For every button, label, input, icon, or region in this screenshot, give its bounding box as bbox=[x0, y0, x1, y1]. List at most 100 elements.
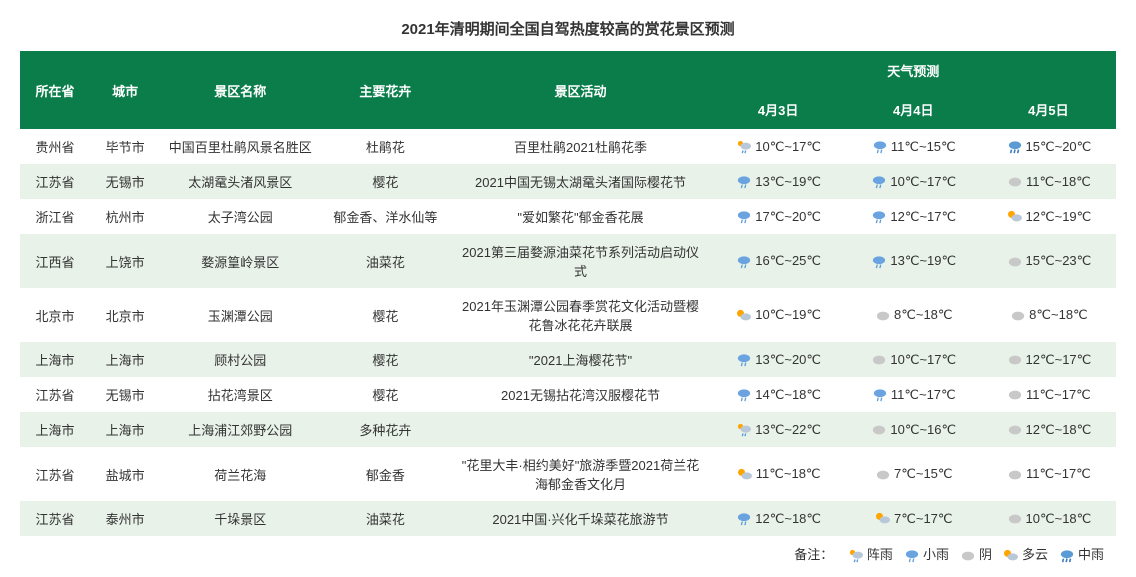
temp-text: 14℃~18℃ bbox=[755, 387, 821, 402]
cell-weather-day2: 10℃~17℃ bbox=[846, 342, 981, 377]
temp-text: 12℃~18℃ bbox=[1026, 422, 1092, 437]
cell-province: 江苏省 bbox=[20, 447, 90, 501]
cell-weather-day3: 8℃~18℃ bbox=[981, 288, 1116, 342]
cell-city: 杭州市 bbox=[90, 199, 160, 234]
temp-text: 17℃~20℃ bbox=[755, 209, 821, 224]
col-city: 城市 bbox=[90, 51, 160, 129]
cell-activity: 2021年玉渊潭公园春季赏花文化活动暨樱花鲁冰花花卉联展 bbox=[450, 288, 710, 342]
cell-city: 盐城市 bbox=[90, 447, 160, 501]
col-flower: 主要花卉 bbox=[320, 51, 450, 129]
cell-weather-day3: 12℃~17℃ bbox=[981, 342, 1116, 377]
temp-text: 13℃~19℃ bbox=[755, 174, 821, 189]
cell-flower: 杜鹃花 bbox=[320, 129, 450, 164]
cell-flower: 油菜花 bbox=[320, 501, 450, 536]
temp-text: 10℃~17℃ bbox=[755, 139, 821, 154]
temp-text: 11℃~15℃ bbox=[891, 139, 956, 154]
cell-weather-day2: 8℃~18℃ bbox=[846, 288, 981, 342]
cell-scenic: 顾村公园 bbox=[160, 342, 320, 377]
cell-scenic: 太湖鼋头渚风景区 bbox=[160, 164, 320, 199]
cell-flower: 樱花 bbox=[320, 288, 450, 342]
cell-weather-day3: 11℃~18℃ bbox=[981, 164, 1116, 199]
cell-province: 贵州省 bbox=[20, 129, 90, 164]
cell-weather-day2: 11℃~15℃ bbox=[846, 129, 981, 164]
cell-flower: 郁金香、洋水仙等 bbox=[320, 199, 450, 234]
cell-flower: 樱花 bbox=[320, 342, 450, 377]
col-day1: 4月3日 bbox=[711, 90, 846, 129]
cell-weather-day2: 10℃~16℃ bbox=[846, 412, 981, 447]
forecast-table: 所在省 城市 景区名称 主要花卉 景区活动 天气预测 4月3日 4月4日 4月5… bbox=[20, 51, 1116, 536]
cell-province: 江苏省 bbox=[20, 164, 90, 199]
cell-city: 上海市 bbox=[90, 412, 160, 447]
col-scenic: 景区名称 bbox=[160, 51, 320, 129]
cell-activity: 2021第三届婺源油菜花节系列活动启动仪式 bbox=[450, 234, 710, 288]
cell-weather-day3: 11℃~17℃ bbox=[981, 447, 1116, 501]
temp-text: 11℃~17℃ bbox=[891, 387, 956, 402]
cell-weather-day2: 13℃~19℃ bbox=[846, 234, 981, 288]
cell-scenic: 上海浦江郊野公园 bbox=[160, 412, 320, 447]
temp-text: 10℃~17℃ bbox=[890, 352, 956, 367]
cell-flower: 郁金香 bbox=[320, 447, 450, 501]
cell-weather-day1: 12℃~18℃ bbox=[711, 501, 846, 536]
legend-item: 阵雨 bbox=[847, 544, 893, 563]
cell-weather-day1: 17℃~20℃ bbox=[711, 199, 846, 234]
temp-text: 12℃~18℃ bbox=[755, 511, 821, 526]
temp-text: 12℃~17℃ bbox=[1026, 352, 1092, 367]
cell-city: 北京市 bbox=[90, 288, 160, 342]
cell-activity bbox=[450, 412, 710, 447]
legend-item: 阴 bbox=[959, 544, 992, 563]
cell-city: 无锡市 bbox=[90, 164, 160, 199]
col-weather-group: 天气预测 bbox=[711, 51, 1116, 90]
temp-text: 11℃~17℃ bbox=[1026, 466, 1091, 481]
cell-flower: 多种花卉 bbox=[320, 412, 450, 447]
cell-weather-day3: 10℃~18℃ bbox=[981, 501, 1116, 536]
cell-activity: "花里大丰·相约美好"旅游季暨2021荷兰花海郁金香文化月 bbox=[450, 447, 710, 501]
cell-city: 毕节市 bbox=[90, 129, 160, 164]
table-row: 江苏省盐城市荷兰花海郁金香"花里大丰·相约美好"旅游季暨2021荷兰花海郁金香文… bbox=[20, 447, 1116, 501]
cell-city: 泰州市 bbox=[90, 501, 160, 536]
col-day3: 4月5日 bbox=[981, 90, 1116, 129]
cell-weather-day2: 11℃~17℃ bbox=[846, 377, 981, 412]
cell-scenic: 千垛景区 bbox=[160, 501, 320, 536]
legend-text: 阵雨 bbox=[867, 547, 893, 562]
temp-text: 10℃~18℃ bbox=[1026, 511, 1092, 526]
cell-flower: 油菜花 bbox=[320, 234, 450, 288]
cell-weather-day3: 15℃~20℃ bbox=[981, 129, 1116, 164]
table-row: 江西省上饶市婺源篁岭景区油菜花2021第三届婺源油菜花节系列活动启动仪式16℃~… bbox=[20, 234, 1116, 288]
cell-weather-day3: 12℃~19℃ bbox=[981, 199, 1116, 234]
table-row: 上海市上海市上海浦江郊野公园多种花卉13℃~22℃10℃~16℃12℃~18℃ bbox=[20, 412, 1116, 447]
cell-city: 上饶市 bbox=[90, 234, 160, 288]
temp-text: 8℃~18℃ bbox=[894, 307, 952, 322]
temp-text: 13℃~20℃ bbox=[755, 352, 821, 367]
cell-activity: 2021中国·兴化千垛菜花旅游节 bbox=[450, 501, 710, 536]
cell-province: 上海市 bbox=[20, 412, 90, 447]
col-day2: 4月4日 bbox=[846, 90, 981, 129]
temp-text: 13℃~19℃ bbox=[890, 253, 956, 268]
legend: 备注： 阵雨小雨阴多云中雨 bbox=[20, 536, 1116, 567]
page-title: 2021年清明期间全国自驾热度较高的赏花景区预测 bbox=[20, 10, 1116, 51]
temp-text: 12℃~17℃ bbox=[890, 209, 956, 224]
temp-text: 15℃~20℃ bbox=[1026, 139, 1092, 154]
cell-weather-day1: 13℃~19℃ bbox=[711, 164, 846, 199]
temp-text: 11℃~18℃ bbox=[756, 466, 821, 481]
legend-item: 中雨 bbox=[1058, 544, 1104, 563]
cell-scenic: 玉渊潭公园 bbox=[160, 288, 320, 342]
cell-scenic: 荷兰花海 bbox=[160, 447, 320, 501]
legend-text: 中雨 bbox=[1078, 547, 1104, 562]
cell-activity: 百里杜鹃2021杜鹃花季 bbox=[450, 129, 710, 164]
temp-text: 7℃~15℃ bbox=[894, 466, 952, 481]
temp-text: 7℃~17℃ bbox=[894, 511, 952, 526]
legend-item: 小雨 bbox=[903, 544, 949, 563]
temp-text: 16℃~25℃ bbox=[755, 253, 821, 268]
table-row: 北京市北京市玉渊潭公园樱花2021年玉渊潭公园春季赏花文化活动暨樱花鲁冰花花卉联… bbox=[20, 288, 1116, 342]
cell-scenic: 中国百里杜鹃风景名胜区 bbox=[160, 129, 320, 164]
temp-text: 12℃~19℃ bbox=[1026, 209, 1092, 224]
cell-weather-day1: 10℃~19℃ bbox=[711, 288, 846, 342]
cell-weather-day3: 15℃~23℃ bbox=[981, 234, 1116, 288]
temp-text: 10℃~19℃ bbox=[755, 307, 821, 322]
cell-activity: 2021无锡拈花湾汉服樱花节 bbox=[450, 377, 710, 412]
cell-province: 北京市 bbox=[20, 288, 90, 342]
cell-weather-day1: 13℃~22℃ bbox=[711, 412, 846, 447]
legend-text: 小雨 bbox=[923, 547, 949, 562]
cell-weather-day2: 12℃~17℃ bbox=[846, 199, 981, 234]
cell-weather-day3: 11℃~17℃ bbox=[981, 377, 1116, 412]
